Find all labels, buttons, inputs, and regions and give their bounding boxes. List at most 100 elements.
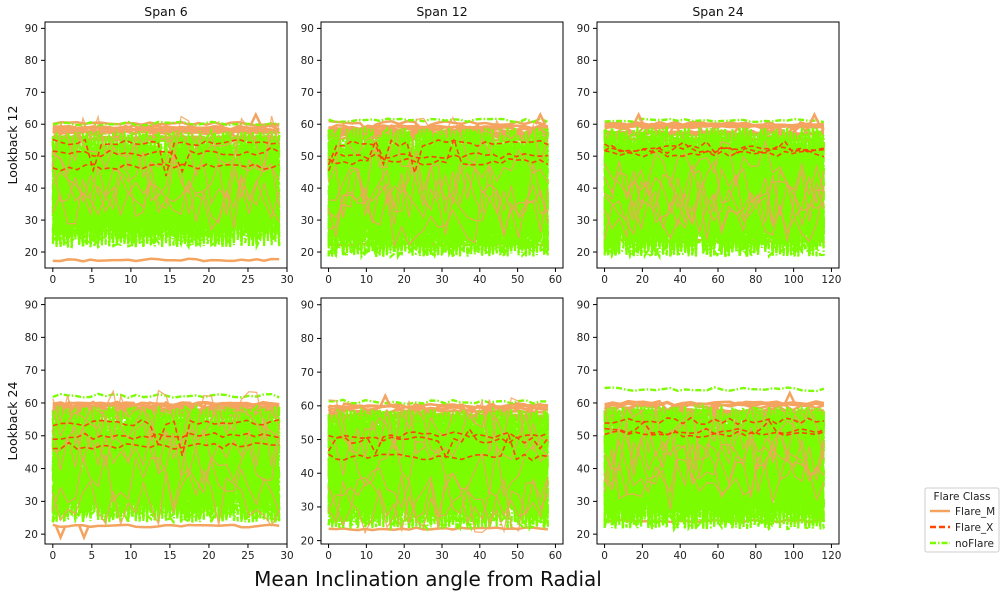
series-line-noflare <box>327 130 549 256</box>
y-tick-label: 50 <box>301 434 314 446</box>
series-line-noflare <box>327 409 549 532</box>
series-line-noflare <box>328 406 549 529</box>
x-tick-label: 20 <box>398 550 411 562</box>
series-line-flare-m <box>327 474 549 534</box>
x-tick-label: 0 <box>325 274 332 286</box>
legend-item-flare-x: Flare_X <box>930 522 993 534</box>
y-tick-label: 90 <box>577 23 590 35</box>
x-tick-label: 0 <box>325 550 332 562</box>
series-line-flare-m <box>328 160 549 219</box>
series-line-flare-x <box>327 427 549 460</box>
series-line-flare-m-upper <box>604 122 825 142</box>
y-tick-label: 20 <box>301 247 314 259</box>
subplot-2: 0 10 20 30 40 50 60 20 30 40 50 60 70 80 90 Span 12 <box>301 4 564 286</box>
y-tick-label: 40 <box>25 463 38 475</box>
x-tick-label: 30 <box>435 274 448 286</box>
series-line-flare-x <box>604 149 825 158</box>
x-tick-label: 40 <box>674 274 687 286</box>
x-tick-label: 15 <box>163 550 176 562</box>
series-line-flare-m-lower <box>52 523 280 529</box>
x-tick-label: 5 <box>88 274 95 286</box>
y-tick-label: 70 <box>25 87 38 99</box>
y-tick-label: 90 <box>25 23 38 35</box>
subplot-title: Span 12 <box>416 4 467 19</box>
plot-area <box>327 392 549 535</box>
y-tick-label: 80 <box>301 55 314 67</box>
series-line-noflare <box>327 128 549 257</box>
legend: Flare Class Flare_M Flare_X noFlare <box>924 487 1000 553</box>
flare-m-spike <box>534 111 547 125</box>
series-line-flare-m <box>52 425 280 486</box>
subplot-4: 0 5 10 15 20 25 30 20 30 40 50 60 70 80 90 Lookback 24 <box>5 297 294 562</box>
series-flare-x <box>604 416 825 439</box>
y-tick-label: 60 <box>577 398 590 410</box>
plot-area <box>51 389 281 541</box>
plot-area <box>51 111 281 263</box>
series-line-noflare-top <box>328 398 548 406</box>
series-flare-m-lower <box>52 257 280 263</box>
figure-x-axis-label: Mean Inclination angle from Radial <box>254 567 602 591</box>
x-tick-label: 60 <box>549 274 562 286</box>
y-tick-label: 70 <box>25 365 38 377</box>
series-line-flare-x <box>52 441 280 450</box>
series-line-flare-m <box>328 116 549 169</box>
y-tick-label: 30 <box>301 502 314 514</box>
series-line-flare-m-lower <box>52 257 280 263</box>
series-line-flare-m <box>603 438 825 494</box>
y-tick-label: 30 <box>25 215 38 227</box>
y-tick-label: 30 <box>577 215 590 227</box>
series-line-flare-m <box>52 114 280 170</box>
legend-label-noflare: noFlare <box>955 538 994 550</box>
x-tick-label: 20 <box>398 274 411 286</box>
series-line-flare-m <box>328 476 549 535</box>
flare-m-spike <box>632 111 645 125</box>
series-line-flare-x <box>604 419 825 436</box>
x-tick-label: 20 <box>202 550 215 562</box>
subplot-title: Span 24 <box>692 4 743 19</box>
x-tick-label: 50 <box>511 550 524 562</box>
x-tick-label: 0 <box>601 550 608 562</box>
legend-item-noflare: noFlare <box>930 538 994 550</box>
x-tick-label: 30 <box>280 550 293 562</box>
flare-m-spike <box>808 111 821 125</box>
series-line-flare-m <box>328 396 549 461</box>
x-tick-label: 120 <box>821 550 841 562</box>
series-flare-m-mid <box>52 389 280 527</box>
x-tick-label: 10 <box>124 550 137 562</box>
subplot-3: 0 20 40 60 80 100 120 20 30 40 50 60 70 80 90 Span 24 <box>577 4 842 286</box>
x-tick-label: 5 <box>88 550 95 562</box>
y-tick-label: 50 <box>25 151 38 163</box>
legend-title: Flare Class <box>934 491 991 503</box>
y-tick-label: 80 <box>25 332 38 344</box>
x-tick-label: 50 <box>511 274 524 286</box>
y-tick-label: 90 <box>301 300 314 312</box>
x-tick-label: 10 <box>124 274 137 286</box>
x-tick-label: 30 <box>280 274 293 286</box>
series-flare-m-mid <box>603 404 825 510</box>
series-line-flare-m <box>327 182 549 238</box>
series-line-flare-m-upper <box>328 404 548 413</box>
subplot-1: 0 5 10 15 20 25 30 20 30 40 50 60 70 80 90 Span 6 Lookba… <box>5 4 294 286</box>
series-line-flare-x <box>604 139 824 154</box>
series-line-flare-m <box>52 124 280 179</box>
x-tick-label: 20 <box>636 550 649 562</box>
series-line-noflare <box>603 406 825 531</box>
series-flare-m-mid <box>327 396 549 535</box>
series-line-flare-m <box>603 185 825 243</box>
series-flare-m-lower <box>52 523 280 529</box>
series-line-flare-m <box>328 149 549 206</box>
x-tick-label: 0 <box>49 550 56 562</box>
y-tick-label: 70 <box>577 87 590 99</box>
y-tick-label: 20 <box>25 529 38 541</box>
series-line-flare-m <box>52 468 280 527</box>
x-tick-label: 60 <box>711 274 724 286</box>
series-flare-x <box>52 138 280 177</box>
y-tick-label: 60 <box>25 119 38 131</box>
series-flare-x <box>52 418 280 456</box>
y-tick-label: 40 <box>577 183 590 195</box>
y-tick-label: 50 <box>25 431 38 443</box>
x-tick-label: 20 <box>636 274 649 286</box>
y-tick-label: 20 <box>301 535 314 547</box>
series-line-flare-m <box>52 389 280 447</box>
series-line-noflare <box>603 407 825 531</box>
